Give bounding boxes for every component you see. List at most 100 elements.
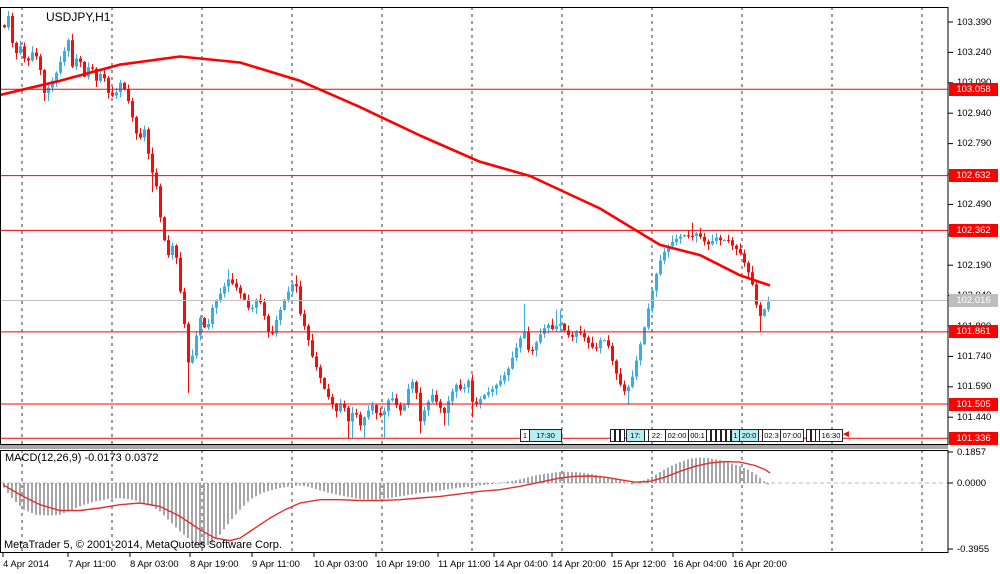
candle-body xyxy=(7,15,10,28)
candle-body xyxy=(207,323,210,328)
candle-body xyxy=(699,233,702,237)
news-event-tick[interactable] xyxy=(721,429,726,442)
candle-body xyxy=(643,327,646,345)
news-event-tick[interactable] xyxy=(716,429,721,442)
candle-body xyxy=(607,340,610,346)
news-event-tick[interactable] xyxy=(620,429,625,442)
price-axis-label: 101.590 xyxy=(957,381,992,393)
candle-body xyxy=(547,324,550,329)
candle-body xyxy=(267,315,270,333)
candle-body xyxy=(367,410,370,418)
candle-body xyxy=(179,257,182,292)
candle-body xyxy=(571,335,574,337)
macd-panel-border xyxy=(0,450,949,553)
candle-body xyxy=(11,15,14,43)
candle-body xyxy=(495,384,498,389)
candle-body xyxy=(279,309,282,320)
price-level-tag: 101.861 xyxy=(949,325,998,339)
news-event-tick[interactable] xyxy=(726,429,731,442)
time-axis-label: 14 Apr 04:00 xyxy=(494,559,548,570)
candle-body xyxy=(379,413,382,416)
time-axis-label: 14 Apr 20:00 xyxy=(552,559,606,570)
candle-body xyxy=(767,301,770,310)
news-event-marker[interactable]: 22: xyxy=(648,429,666,442)
candle-body xyxy=(695,233,698,237)
candle-body xyxy=(107,78,110,93)
panel-splitter[interactable] xyxy=(0,445,948,449)
candle-body xyxy=(663,252,666,261)
candle-body xyxy=(651,290,654,309)
candle-body xyxy=(79,58,82,62)
candle-body xyxy=(467,380,470,388)
news-event-marker[interactable]: 02:3 xyxy=(762,429,781,442)
time-axis-label: 8 Apr 03:00 xyxy=(130,559,179,570)
time-axis-label: 4 Apr 2014 xyxy=(3,559,49,570)
candle-body xyxy=(63,51,66,62)
candle-body xyxy=(203,317,206,328)
candle-body xyxy=(127,89,130,102)
news-event-marker[interactable]: 00:1 xyxy=(688,429,707,442)
news-event-marker[interactable]: 17:30 xyxy=(529,429,562,442)
candle-body xyxy=(339,404,342,412)
candle-body xyxy=(727,239,730,242)
candle-body xyxy=(723,239,726,242)
time-axis-label: 10 Apr 03:00 xyxy=(314,559,368,570)
candle-body xyxy=(303,313,306,327)
candle-body xyxy=(759,304,762,316)
candle-body xyxy=(167,240,170,256)
candle-body xyxy=(255,299,258,308)
candle-body xyxy=(483,394,486,399)
news-event-marker[interactable]: 02:00 xyxy=(665,429,689,442)
price-level-tag: 102.632 xyxy=(949,169,998,183)
candle-body xyxy=(615,360,618,374)
candle-body xyxy=(671,241,674,246)
candle-body xyxy=(351,413,354,422)
time-axis-label: 16 Apr 20:00 xyxy=(733,559,787,570)
candle-body xyxy=(763,309,766,316)
candle-body xyxy=(511,357,514,369)
current-price-tag: 102.016 xyxy=(949,293,998,307)
candle-body xyxy=(139,133,142,138)
candle-body xyxy=(431,394,434,402)
candle-body xyxy=(747,262,750,273)
news-event-tick[interactable] xyxy=(615,429,620,442)
candle-body xyxy=(67,40,70,52)
main-panel-border xyxy=(0,7,949,445)
candle-body xyxy=(459,384,462,389)
candle-body xyxy=(287,291,290,300)
candle-body xyxy=(487,392,490,395)
news-event-tick[interactable] xyxy=(711,429,716,442)
candle-body xyxy=(631,376,634,387)
candle-body xyxy=(611,345,614,361)
news-event-marker[interactable]: 07:00 xyxy=(780,429,804,442)
candle-body xyxy=(231,279,234,284)
candle-body xyxy=(375,405,378,414)
candle-body xyxy=(251,307,254,309)
candle-body xyxy=(315,356,318,368)
candle-body xyxy=(3,25,6,28)
news-event-tick[interactable] xyxy=(610,429,615,442)
news-event-marker[interactable]: 16:30 xyxy=(819,429,843,442)
news-event-tick[interactable] xyxy=(806,429,811,442)
candle-body xyxy=(499,380,502,385)
candle-body xyxy=(583,333,586,338)
candle-body xyxy=(535,342,538,351)
price-axis-label: 101.740 xyxy=(957,350,992,362)
candle-body xyxy=(15,42,18,54)
time-axis-label: 10 Apr 19:00 xyxy=(376,559,430,570)
candle-body xyxy=(147,129,150,154)
news-event-tick[interactable] xyxy=(706,429,711,442)
news-event-marker[interactable]: 17: xyxy=(626,429,645,442)
news-event-marker[interactable]: 20:0 xyxy=(739,429,759,442)
candle-body xyxy=(239,287,242,294)
candle-body xyxy=(399,405,402,411)
candle-body xyxy=(327,388,330,397)
candle-body xyxy=(159,186,162,218)
candle-body xyxy=(187,323,190,363)
candle-body xyxy=(235,283,238,288)
candle-body xyxy=(171,245,174,256)
price-level-tag: 102.362 xyxy=(949,223,998,237)
candle-body xyxy=(503,375,506,381)
price-axis-label: 102.940 xyxy=(957,107,992,119)
